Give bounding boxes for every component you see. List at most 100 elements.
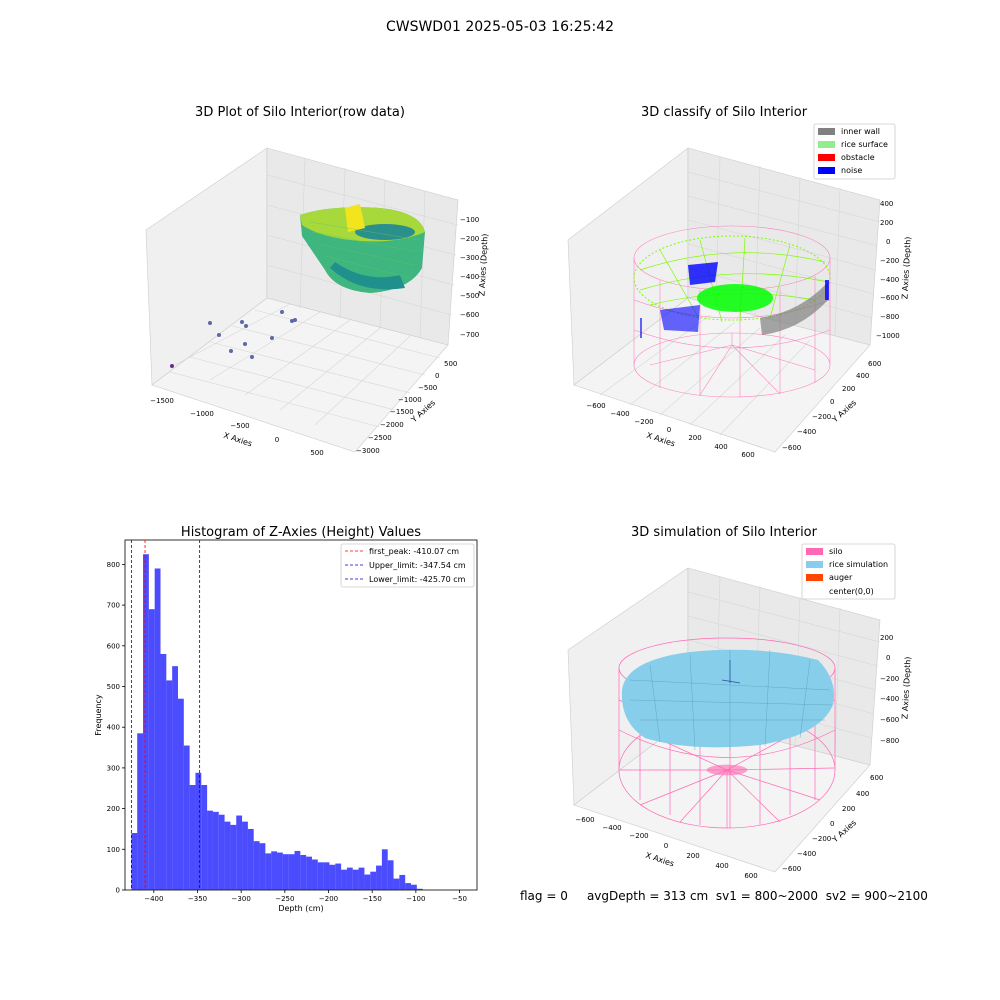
classify-rice-ellipse bbox=[633, 235, 831, 321]
raw-z-ticks: −100 −200 −300 −400 −500 −600 −700 bbox=[460, 216, 479, 339]
histogram-bar bbox=[137, 733, 144, 890]
raw-x-tick: −500 bbox=[230, 422, 249, 430]
classify-z-tick: −800 bbox=[880, 313, 899, 321]
classify-legend-box bbox=[813, 123, 896, 180]
legend-label-center: center(0,0) bbox=[829, 587, 874, 596]
histogram-bar bbox=[393, 878, 400, 890]
classify-y-tick: 400 bbox=[856, 372, 869, 380]
raw-y-tick: −2500 bbox=[368, 434, 392, 442]
histogram-bar bbox=[148, 609, 155, 890]
status-sv1: sv1 = 800~2000 bbox=[715, 889, 819, 903]
histogram-bar bbox=[154, 568, 161, 890]
histogram-bar bbox=[166, 680, 173, 890]
simulation-z-ticks: 200 0 −200 −400 −600 −800 bbox=[880, 634, 899, 745]
simulation-y-tick: 0 bbox=[830, 820, 834, 828]
raw-z-label: Z Axies (Depth) bbox=[477, 233, 489, 296]
simulation-x-label: X Axies bbox=[644, 851, 675, 869]
raw-x-tick: −1500 bbox=[150, 397, 174, 405]
classify-z-tick: −600 bbox=[880, 294, 899, 302]
status-sv2: sv2 = 900~2100 bbox=[825, 889, 928, 903]
histogram-bar bbox=[242, 821, 248, 890]
simulation-x-tick: 0 bbox=[664, 842, 668, 850]
histogram-bar bbox=[387, 860, 394, 890]
histogram-y-tick-label: 200 bbox=[107, 805, 120, 813]
histogram-x-tick-label: −150 bbox=[363, 895, 382, 903]
classify-z-tick: 0 bbox=[886, 238, 890, 246]
histogram-bar bbox=[317, 862, 324, 890]
histogram-y-tick-label: 100 bbox=[107, 846, 120, 854]
raw-x-tick: −1000 bbox=[190, 410, 214, 418]
simulation-panel: 3D simulation of Silo Interior bbox=[567, 525, 913, 880]
raw-x-tick: 0 bbox=[275, 436, 279, 444]
legend-label-auger: auger bbox=[829, 573, 853, 582]
classify-x-tick: 0 bbox=[667, 426, 671, 434]
simulation-y-tick: −400 bbox=[797, 850, 816, 858]
legend-label-silo: silo bbox=[829, 547, 843, 556]
legend-swatch-rice-surface bbox=[818, 141, 835, 148]
classify-x-tick: 400 bbox=[714, 443, 727, 451]
histogram-bar bbox=[405, 883, 412, 890]
simulation-z-tick: −600 bbox=[880, 716, 899, 724]
histogram-bar bbox=[265, 853, 272, 890]
classify-z-tick: −1000 bbox=[876, 332, 900, 340]
histogram-y-tick-label: 500 bbox=[107, 683, 120, 691]
histogram-bar bbox=[201, 785, 208, 890]
classify-grid bbox=[599, 155, 881, 436]
histogram-bar bbox=[329, 864, 336, 890]
simulation-legend: silo rice simulation auger center(0,0) bbox=[801, 543, 896, 600]
raw-cloud-inner bbox=[355, 224, 415, 240]
histogram-y-tick-label: 800 bbox=[107, 561, 120, 569]
histogram-bar bbox=[416, 888, 423, 890]
simulation-panel-title: 3D simulation of Silo Interior bbox=[631, 525, 818, 540]
histogram-bar bbox=[183, 745, 190, 890]
raw-z-tick: −100 bbox=[460, 216, 479, 224]
histogram-reference-lines bbox=[130, 540, 201, 890]
histogram-bar bbox=[212, 811, 219, 890]
histogram-y-tick-label: 700 bbox=[107, 602, 120, 610]
classify-x-tick: −200 bbox=[634, 418, 653, 426]
classify-z-label: Z Axies (Depth) bbox=[900, 236, 912, 299]
classify-z-tick: 200 bbox=[880, 219, 893, 227]
histogram-x-tick-label: −350 bbox=[188, 895, 207, 903]
classify-x-label: X Axies bbox=[645, 431, 676, 449]
legend-label-rice-simulation: rice simulation bbox=[829, 560, 888, 569]
classify-panel-title: 3D classify of Silo Interior bbox=[641, 105, 808, 120]
classify-rice-surface bbox=[633, 235, 831, 335]
histogram-bar bbox=[259, 843, 266, 890]
histogram-bar bbox=[399, 874, 406, 890]
raw-cloud-bottom bbox=[330, 262, 405, 290]
classify-floor-pane bbox=[573, 297, 871, 453]
simulation-x-tick: 600 bbox=[744, 872, 757, 880]
simulation-z-tick: −800 bbox=[880, 737, 899, 745]
histogram-bar bbox=[230, 824, 237, 890]
raw-cloud-grid bbox=[309, 221, 421, 279]
legend-swatch-noise bbox=[818, 167, 835, 174]
classify-z-ticks: 400 200 0 −200 −400 −600 −800 −1000 bbox=[876, 200, 900, 340]
classify-inner-wall bbox=[760, 282, 828, 335]
raw-y-tick: −2000 bbox=[380, 421, 404, 429]
classify-z-tick: −200 bbox=[880, 257, 899, 265]
raw-z-tick: −200 bbox=[460, 235, 479, 243]
histogram-x-ticks: −400 −350 −300 −250 −200 −150 −100 −50 bbox=[144, 890, 467, 903]
histogram-bar bbox=[172, 666, 178, 890]
raw-y-tick: 500 bbox=[444, 360, 457, 368]
classify-y-tick: 0 bbox=[830, 398, 834, 406]
simulation-z-tick: −400 bbox=[880, 695, 899, 703]
raw-y-tick: −1500 bbox=[390, 408, 414, 416]
simulation-x-tick: 200 bbox=[686, 852, 699, 860]
classify-y-tick: −200 bbox=[812, 413, 831, 421]
raw-y-tick: 0 bbox=[435, 372, 439, 380]
classify-x-ticks: −600 −400 −200 0 200 400 600 bbox=[586, 402, 754, 459]
histogram-x-tick-label: −400 bbox=[144, 895, 163, 903]
classify-y-tick: −600 bbox=[782, 444, 801, 452]
simulation-floor-pane bbox=[573, 717, 871, 873]
histogram-bar bbox=[218, 814, 225, 890]
raw-z-tick: −600 bbox=[460, 311, 479, 319]
histogram-bar bbox=[294, 850, 301, 890]
simulation-y-tick: −200 bbox=[812, 835, 831, 843]
simulation-z-tick: 0 bbox=[886, 654, 890, 662]
legend-swatch-auger bbox=[806, 574, 823, 581]
histogram-y-ticks: 0 100 200 300 400 500 600 700 800 bbox=[107, 561, 125, 895]
histogram-x-tick-label: −100 bbox=[406, 895, 425, 903]
raw-x-label: X Axies bbox=[222, 431, 253, 449]
